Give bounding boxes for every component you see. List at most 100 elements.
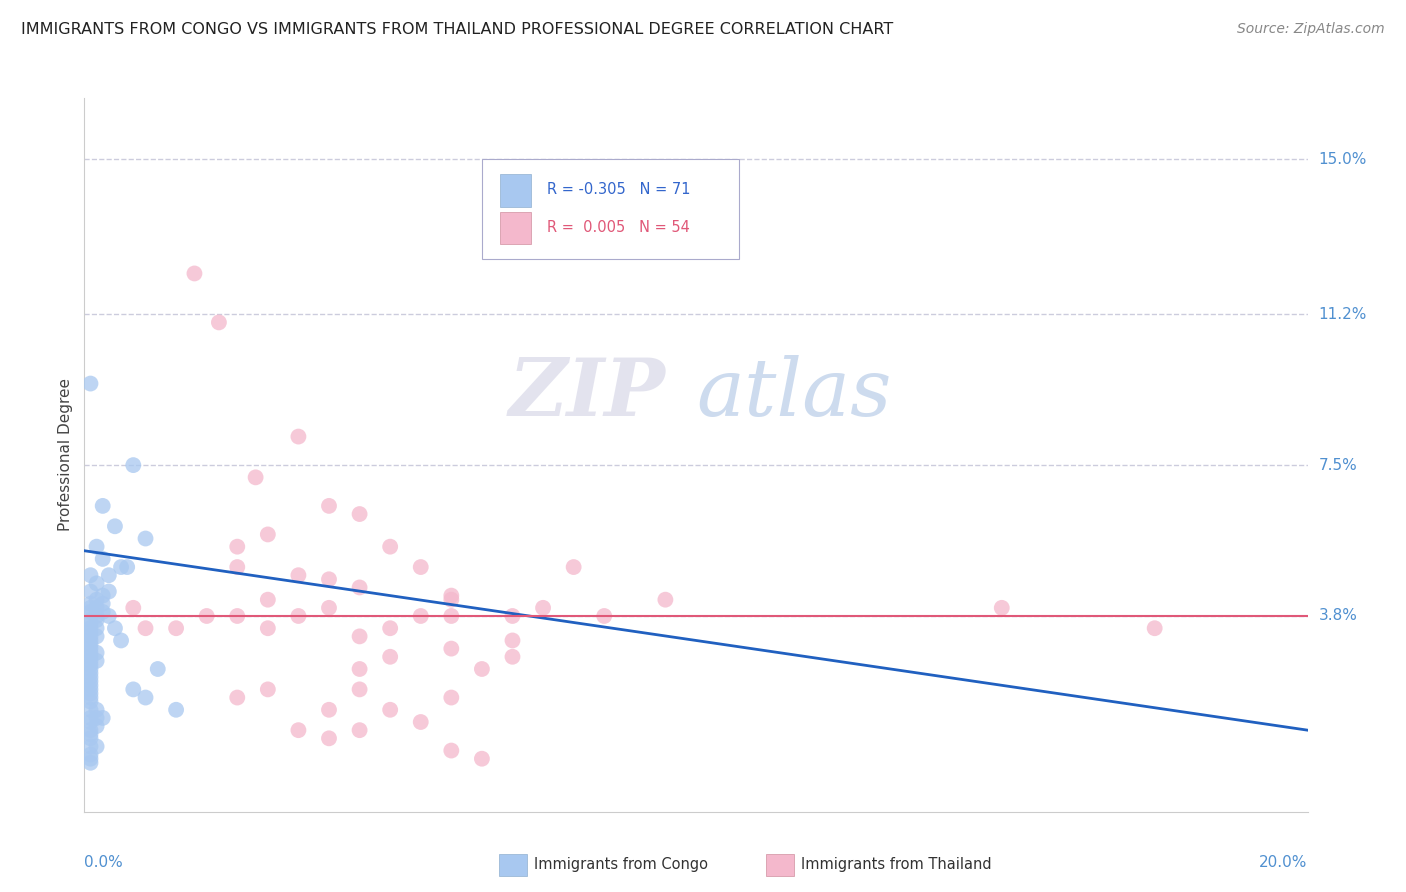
Point xyxy=(91,711,114,725)
Point xyxy=(440,589,463,603)
Point xyxy=(226,540,249,554)
Point xyxy=(318,572,340,586)
Point xyxy=(208,315,231,329)
Text: 0.0%: 0.0% xyxy=(84,855,124,870)
Point xyxy=(79,568,101,582)
Point xyxy=(440,641,463,656)
Point xyxy=(86,576,108,591)
Point xyxy=(440,609,463,624)
Point xyxy=(79,731,101,746)
Point xyxy=(79,674,101,689)
Point xyxy=(562,560,585,574)
Point xyxy=(91,499,114,513)
Point xyxy=(79,617,101,632)
Point xyxy=(86,711,108,725)
Point xyxy=(79,646,101,660)
Point xyxy=(97,584,120,599)
Point xyxy=(502,649,524,664)
Point xyxy=(122,458,145,472)
Point xyxy=(110,560,132,574)
Point xyxy=(165,703,187,717)
Point xyxy=(287,609,309,624)
Point xyxy=(349,682,371,697)
Point xyxy=(79,605,101,619)
Point xyxy=(79,376,101,391)
Point xyxy=(349,507,371,521)
Point xyxy=(104,621,127,635)
Y-axis label: Professional Degree: Professional Degree xyxy=(58,378,73,532)
Point xyxy=(79,666,101,681)
Point xyxy=(380,703,402,717)
Point xyxy=(79,752,101,766)
Point xyxy=(79,657,101,672)
Point xyxy=(654,592,676,607)
Point xyxy=(146,662,169,676)
Point xyxy=(593,609,616,624)
Point xyxy=(86,703,108,717)
Point xyxy=(86,719,108,733)
Point xyxy=(110,633,132,648)
Point xyxy=(79,641,101,656)
Point xyxy=(287,568,309,582)
Text: 20.0%: 20.0% xyxy=(1260,855,1308,870)
Point xyxy=(287,429,309,443)
Point xyxy=(380,621,402,635)
FancyBboxPatch shape xyxy=(482,159,738,259)
Text: R =  0.005   N = 54: R = 0.005 N = 54 xyxy=(547,220,689,235)
Point xyxy=(245,470,267,484)
Point xyxy=(91,552,114,566)
Point xyxy=(79,600,101,615)
Point xyxy=(440,592,463,607)
Point xyxy=(86,739,108,754)
Point xyxy=(226,690,249,705)
Point xyxy=(79,649,101,664)
Text: 3.8%: 3.8% xyxy=(1319,608,1358,624)
Point xyxy=(79,638,101,652)
Point xyxy=(79,654,101,668)
Point xyxy=(257,592,280,607)
Point xyxy=(79,678,101,692)
Point xyxy=(318,731,340,746)
Point xyxy=(79,690,101,705)
Text: Immigrants from Thailand: Immigrants from Thailand xyxy=(801,857,993,871)
Text: R = -0.305   N = 71: R = -0.305 N = 71 xyxy=(547,182,690,197)
Point xyxy=(257,527,280,541)
Point xyxy=(91,605,114,619)
Point xyxy=(86,646,108,660)
Point xyxy=(502,633,524,648)
Text: ZIP: ZIP xyxy=(509,355,665,433)
Point xyxy=(104,519,127,533)
Point xyxy=(79,621,101,635)
Point xyxy=(86,654,108,668)
Point xyxy=(91,589,114,603)
Point xyxy=(79,633,101,648)
Point xyxy=(79,613,101,627)
Point xyxy=(79,584,101,599)
Point xyxy=(86,540,108,554)
Point xyxy=(226,560,249,574)
Point xyxy=(122,600,145,615)
Point xyxy=(86,629,108,643)
Point xyxy=(409,714,432,729)
Point xyxy=(991,600,1014,615)
Point xyxy=(440,743,463,757)
Point xyxy=(471,752,494,766)
Text: 11.2%: 11.2% xyxy=(1319,307,1367,322)
Point xyxy=(91,597,114,611)
Point xyxy=(380,540,402,554)
Point xyxy=(135,690,157,705)
Point xyxy=(318,703,340,717)
Point xyxy=(79,629,101,643)
Point xyxy=(349,723,371,738)
Point xyxy=(349,581,371,595)
Point xyxy=(79,662,101,676)
Point xyxy=(380,649,402,664)
Point xyxy=(79,695,101,709)
Point xyxy=(86,600,108,615)
Point xyxy=(409,560,432,574)
Point xyxy=(79,756,101,770)
Point xyxy=(97,568,120,582)
Point xyxy=(86,609,108,624)
Point xyxy=(79,727,101,741)
FancyBboxPatch shape xyxy=(501,212,531,244)
